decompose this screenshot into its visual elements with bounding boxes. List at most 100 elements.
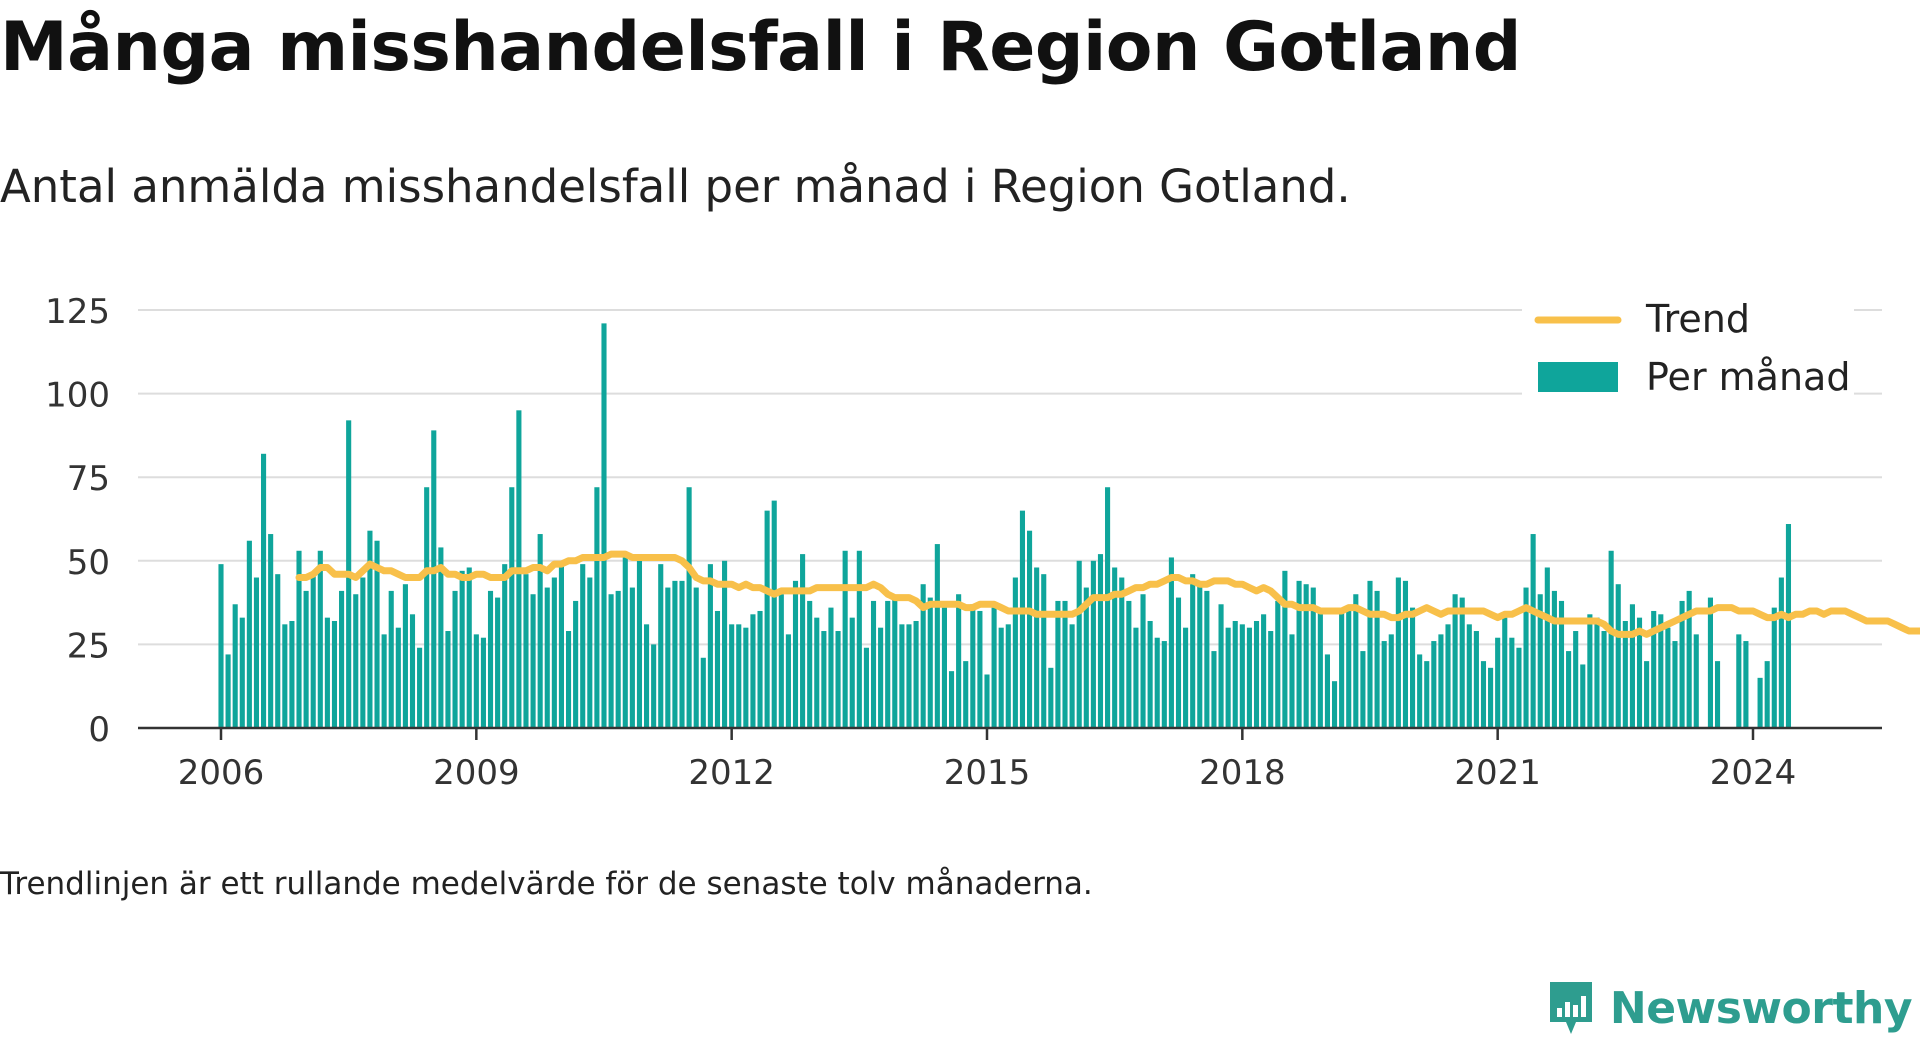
bar: [324, 617, 330, 728]
bar: [1757, 677, 1763, 728]
bar: [778, 594, 784, 728]
bar: [736, 624, 742, 728]
bar: [1147, 620, 1153, 728]
bar: [367, 530, 373, 728]
bar: [913, 620, 919, 728]
bar: [1034, 567, 1040, 728]
bar: [1083, 587, 1089, 728]
bar: [1168, 557, 1174, 728]
bar: [1502, 617, 1508, 728]
bar: [1296, 580, 1302, 728]
bar: [1367, 580, 1373, 728]
bar: [360, 577, 366, 728]
bar: [644, 624, 650, 728]
bar: [1707, 597, 1713, 728]
bar: [1615, 584, 1621, 728]
bar: [1048, 667, 1054, 728]
bar: [878, 627, 884, 728]
bar: [785, 634, 791, 728]
bar: [920, 584, 926, 728]
bar: [686, 487, 692, 728]
bar: [558, 564, 564, 728]
bar: [565, 631, 572, 728]
bar: [409, 614, 416, 728]
bar: [1395, 577, 1401, 728]
bar: [1424, 661, 1430, 728]
bar: [729, 624, 735, 728]
bar: [1218, 604, 1224, 728]
bar: [679, 580, 685, 728]
bar: [1601, 631, 1607, 728]
bar: [1268, 631, 1274, 728]
bar: [1331, 681, 1338, 728]
bar: [970, 604, 976, 728]
bar: [991, 607, 997, 728]
bar: [1672, 641, 1678, 728]
bar: [1154, 637, 1160, 728]
bar: [1381, 641, 1387, 728]
bar: [445, 631, 451, 728]
bar: [849, 617, 855, 728]
bar: [317, 550, 323, 728]
bar: [381, 634, 387, 728]
bar: [1204, 590, 1210, 728]
bar: [594, 487, 600, 728]
bar: [289, 620, 295, 728]
bar: [693, 587, 699, 728]
bar: [722, 560, 728, 728]
bar: [1261, 614, 1267, 728]
bar: [1629, 604, 1635, 728]
bar: [1679, 600, 1685, 728]
bar: [927, 597, 933, 728]
bar: [1743, 641, 1749, 728]
bar: [551, 577, 557, 728]
bar: [1175, 597, 1182, 728]
bar: [303, 590, 309, 728]
footnote: Trendlinjen är ett rullande medelvärde f…: [0, 866, 1093, 902]
bar: [1232, 620, 1238, 728]
bar: [1211, 651, 1217, 728]
bar: [757, 610, 763, 728]
bar: [1736, 634, 1742, 728]
bar: [672, 580, 678, 728]
bar: [388, 590, 394, 728]
bar: [800, 554, 806, 728]
bar: [580, 564, 586, 728]
bar: [842, 550, 848, 728]
bar: [863, 647, 869, 728]
bar: [1374, 590, 1380, 728]
bar: [1764, 661, 1770, 728]
bar: [629, 587, 635, 728]
bar: [1580, 664, 1586, 728]
y-tick-label: 75: [67, 459, 110, 499]
bar: [1275, 600, 1281, 728]
bar: [771, 500, 777, 728]
bar: [523, 574, 529, 728]
bar: [1509, 637, 1515, 728]
legend-bar-label: Per månad: [1646, 355, 1850, 399]
x-axis-ticks: 2006 2009 2012 2015 2018 2021 2024: [178, 728, 1797, 793]
bar: [395, 627, 401, 728]
chart-subtitle: Antal anmälda misshandelsfall per månad …: [0, 160, 1351, 213]
brand-name: Newsworthy: [1609, 982, 1913, 1034]
bar: [1005, 624, 1011, 728]
x-tick-label: 2024: [1710, 753, 1797, 793]
bar: [1324, 654, 1330, 728]
bar: [807, 600, 813, 728]
bar: [1289, 634, 1295, 728]
bar: [651, 644, 657, 728]
bar: [573, 600, 579, 728]
bar: [1161, 641, 1167, 728]
bar: [331, 620, 338, 728]
bar: [1523, 587, 1529, 728]
bar: [402, 584, 408, 728]
bar: [1183, 627, 1189, 728]
bar: [1027, 530, 1033, 728]
bar: [658, 564, 664, 728]
bar: [261, 453, 267, 728]
bar: [1253, 620, 1260, 728]
bar: [239, 617, 245, 728]
bar: [1665, 627, 1671, 728]
bar: [339, 590, 345, 728]
